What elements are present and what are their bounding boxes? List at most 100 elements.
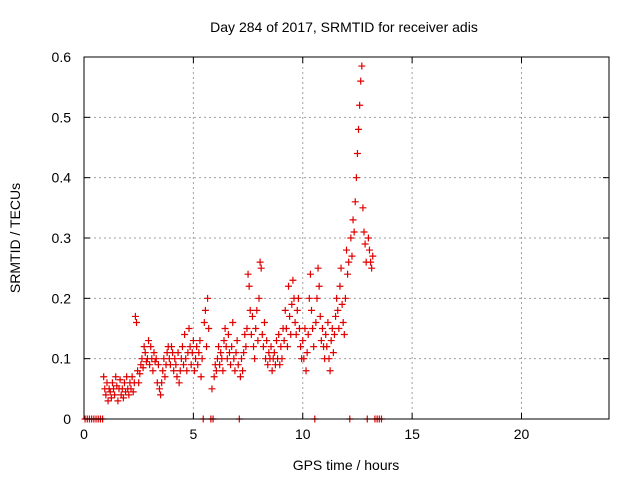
data-point xyxy=(365,246,373,254)
data-point xyxy=(221,325,229,332)
data-point xyxy=(294,294,302,302)
data-point xyxy=(343,246,350,254)
data-point xyxy=(341,294,349,302)
data-point xyxy=(247,331,255,339)
data-point xyxy=(119,394,127,402)
data-point xyxy=(172,361,180,369)
data-point xyxy=(106,388,114,396)
data-point xyxy=(228,343,236,351)
data-point xyxy=(219,367,227,375)
data-point xyxy=(300,355,308,363)
data-point xyxy=(242,343,250,351)
data-point xyxy=(116,376,124,384)
data-point xyxy=(159,367,167,375)
data-point xyxy=(236,373,244,381)
data-point xyxy=(299,337,307,345)
data-point xyxy=(368,264,376,272)
data-point xyxy=(223,355,231,363)
data-point xyxy=(270,349,278,357)
data-point xyxy=(328,325,336,332)
data-point xyxy=(327,337,335,345)
data-point xyxy=(150,349,158,357)
data-point xyxy=(345,258,353,266)
data-point xyxy=(359,204,367,212)
data-point xyxy=(182,355,190,363)
data-point xyxy=(257,264,265,272)
data-point xyxy=(204,294,212,302)
data-point xyxy=(241,331,249,339)
data-point xyxy=(133,318,140,326)
data-point xyxy=(158,379,166,387)
data-point xyxy=(312,318,320,326)
data-point xyxy=(112,373,120,381)
data-point xyxy=(267,343,275,351)
x-tick-label: 20 xyxy=(514,426,530,442)
data-point xyxy=(283,343,291,351)
data-point xyxy=(297,343,305,351)
data-points xyxy=(81,62,385,423)
data-point xyxy=(340,331,348,339)
data-point xyxy=(308,306,315,314)
data-point xyxy=(239,367,247,375)
data-point xyxy=(317,337,325,345)
data-point xyxy=(210,373,218,381)
data-point xyxy=(181,331,189,339)
data-point xyxy=(205,325,213,332)
data-point xyxy=(348,252,356,260)
y-tick-label: 0.2 xyxy=(52,290,72,306)
data-point xyxy=(139,364,147,372)
data-point xyxy=(100,373,108,381)
data-point xyxy=(263,337,271,345)
data-point xyxy=(195,349,203,357)
x-tick-label: 0 xyxy=(80,426,88,442)
data-point xyxy=(344,270,352,278)
data-point xyxy=(125,391,133,399)
data-point xyxy=(286,312,294,320)
data-point xyxy=(111,391,119,399)
data-point xyxy=(337,264,345,272)
data-point xyxy=(273,337,280,345)
data-point xyxy=(227,361,235,369)
data-point xyxy=(248,312,256,320)
data-point xyxy=(293,306,301,314)
data-point xyxy=(318,325,326,332)
data-point xyxy=(229,318,237,326)
data-point xyxy=(131,312,139,320)
data-point xyxy=(136,370,144,378)
data-point xyxy=(250,343,258,351)
data-point xyxy=(215,343,223,351)
data-point xyxy=(107,394,115,402)
data-point xyxy=(231,367,239,375)
data-point xyxy=(355,125,363,133)
data-point xyxy=(149,367,157,375)
data-point xyxy=(304,331,312,339)
data-point xyxy=(309,325,317,332)
data-point xyxy=(256,258,264,266)
data-point xyxy=(356,101,364,109)
data-point xyxy=(220,337,228,345)
y-tick-label: 0.3 xyxy=(52,230,72,246)
data-point xyxy=(310,343,318,351)
data-point xyxy=(367,258,375,266)
y-tick-label: 0.4 xyxy=(52,170,72,186)
data-point xyxy=(338,300,346,308)
data-point xyxy=(142,358,150,366)
data-point xyxy=(254,337,262,345)
data-point xyxy=(330,331,338,339)
data-point xyxy=(152,355,160,363)
data-point xyxy=(329,349,337,357)
data-point xyxy=(141,349,149,357)
data-point xyxy=(203,343,210,351)
data-point xyxy=(259,343,267,351)
data-point xyxy=(336,282,344,290)
data-point xyxy=(201,306,209,314)
data-point xyxy=(303,349,311,357)
x-tick-label: 15 xyxy=(404,426,420,442)
data-point xyxy=(251,355,259,363)
data-point xyxy=(276,361,284,369)
data-point xyxy=(358,62,366,70)
y-tick-label: 0.5 xyxy=(52,109,72,125)
data-point xyxy=(332,312,340,320)
data-point xyxy=(161,373,169,381)
data-point xyxy=(289,276,297,284)
